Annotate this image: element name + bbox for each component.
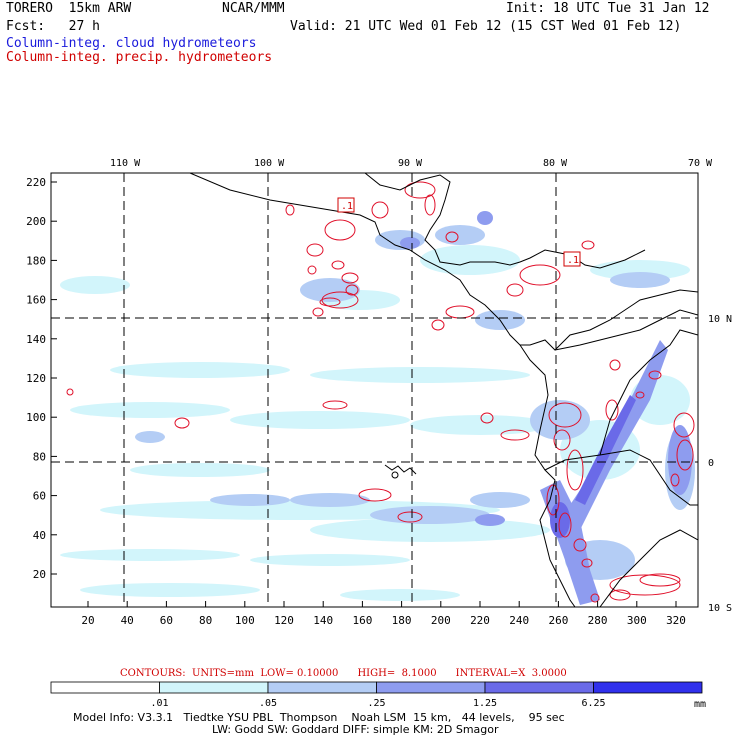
- valid-time: Valid: 21 UTC Wed 01 Feb 12 (15 CST Wed …: [290, 19, 682, 34]
- x-tick-label: 280: [588, 614, 608, 627]
- field-cloud-label: Column-integ. cloud hydrometeors: [6, 36, 257, 51]
- contour-label-box-2: [563, 251, 581, 267]
- lon-label-90w: 90 W: [398, 158, 423, 169]
- y-tick-label: 140: [26, 333, 46, 346]
- lon-label-70w: 70 W: [688, 158, 713, 169]
- lat-label-0: 0: [708, 458, 714, 469]
- x-tick-label: 160: [352, 614, 372, 627]
- colorbar-segment: [484, 681, 594, 694]
- x-tick-label: 60: [160, 614, 173, 627]
- x-tick-label: 220: [470, 614, 490, 627]
- map-frame: [50, 172, 699, 608]
- colorbar-unit: mm: [694, 699, 706, 710]
- colorbar-segment: [267, 681, 377, 694]
- organization-label: NCAR/MMM: [222, 1, 285, 16]
- y-tick-label: 100: [26, 411, 46, 424]
- colorbar-segment: [159, 681, 269, 694]
- contour-info: CONTOURS: UNITS=mm LOW= 0.10000 HIGH= 8.…: [120, 668, 567, 679]
- x-axis-ticks: 20 40 60 80 100 120 140 160 180 200 220 240 260 280 30…: [81, 601, 686, 627]
- lat-label-10s: 10 S: [708, 603, 732, 614]
- x-tick-label: 20: [81, 614, 94, 627]
- x-tick-label: 140: [313, 614, 333, 627]
- lon-label-80w: 80 W: [543, 158, 568, 169]
- contour-label-2: .1: [567, 255, 579, 266]
- cloud-field-light: [60, 245, 690, 601]
- y-tick-label: 60: [33, 490, 46, 503]
- colorbar-segment: [376, 681, 486, 694]
- colorbar-segment: [593, 681, 703, 694]
- x-tick-label: 240: [509, 614, 529, 627]
- x-tick-label: 260: [548, 614, 568, 627]
- colorbar-label: .01: [150, 698, 168, 709]
- y-tick-label: 40: [33, 529, 46, 542]
- y-tick-label: 80: [33, 450, 46, 463]
- colorbar-label: 1.25: [473, 698, 497, 709]
- y-tick-label: 200: [26, 215, 46, 228]
- y-tick-label: 120: [26, 372, 46, 385]
- colorbar-label: .25: [367, 698, 385, 709]
- y-axis-ticks: 220 200 180 160 140 120 100 80 60 40 20: [26, 176, 57, 581]
- lat-label-10n: 10 N: [708, 314, 732, 325]
- lat-lon-grid: [51, 173, 698, 607]
- x-tick-label: 300: [627, 614, 647, 627]
- colorbar-label: .05: [259, 698, 277, 709]
- lon-label-100w: 100 W: [254, 158, 285, 169]
- x-tick-label: 180: [392, 614, 412, 627]
- footer-model-info: Model Info: V3.3.1 Tiedtke YSU PBL Thomp…: [73, 711, 565, 724]
- field-precip-label: Column-integ. precip. hydrometeors: [6, 50, 273, 65]
- y-tick-label: 20: [33, 568, 46, 581]
- precip-contours: [66, 181, 695, 603]
- contour-label-1: .1: [341, 201, 353, 212]
- colorbar-label: 6.25: [581, 698, 605, 709]
- x-tick-label: 200: [431, 614, 451, 627]
- y-tick-label: 160: [26, 294, 46, 307]
- init-time: Init: 18 UTC Tue 31 Jan 12: [506, 1, 710, 16]
- forecast-hour: Fcst: 27 h: [6, 19, 100, 34]
- y-tick-label: 180: [26, 254, 46, 267]
- footer-physics-info: LW: Godd SW: Goddard DIFF: simple KM: 2D…: [212, 723, 499, 736]
- x-tick-label: 120: [274, 614, 294, 627]
- latitude-labels: 10 N 0 10 S: [708, 314, 732, 614]
- lon-label-110w: 110 W: [110, 158, 141, 169]
- longitude-labels: 110 W 100 W 90 W 80 W 70 W: [110, 158, 713, 169]
- x-tick-label: 80: [199, 614, 212, 627]
- x-tick-label: 320: [666, 614, 686, 627]
- contour-label-box-1: [337, 197, 355, 213]
- x-tick-label: 100: [235, 614, 255, 627]
- y-tick-label: 220: [26, 176, 46, 189]
- x-tick-label: 40: [121, 614, 134, 627]
- colorbar: .01 .05 .25 1.25 6.25 mm: [50, 681, 706, 710]
- model-title: TORERO 15km ARW: [6, 1, 132, 16]
- colorbar-segment: [50, 681, 160, 694]
